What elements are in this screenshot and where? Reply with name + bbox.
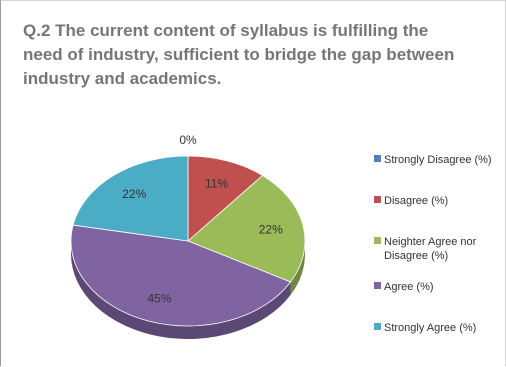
legend-label: Strongly Disagree (%) <box>384 154 492 166</box>
pie-slice-strongly-agree <box>72 155 189 242</box>
legend-label: Disagree (%) <box>384 195 449 207</box>
legend-swatch <box>374 155 381 162</box>
legend-swatch <box>374 237 381 244</box>
pie-side-neither <box>290 241 305 295</box>
legend-label: Agree (%) <box>384 281 434 293</box>
pie-slice-disagree <box>187 155 264 242</box>
legend-label: Neighter Agree nor Disagree (%) <box>384 236 477 262</box>
pie-slice-agree <box>70 224 292 327</box>
chart-title: Q.2 The current content of syllabus is f… <box>23 21 455 88</box>
pie-side-walls <box>71 241 305 339</box>
data-label-neither: 22% <box>259 223 283 237</box>
data-label-strongly-agree: 22% <box>122 187 146 201</box>
data-label-agree: 45% <box>147 292 171 306</box>
pie-side-agree <box>71 241 291 339</box>
legend-label: Strongly Agree (%) <box>384 322 477 334</box>
legend-swatch <box>374 196 381 203</box>
data-label-strongly-disagree: 0% <box>179 133 197 147</box>
data-label-disagree: 11% <box>205 176 228 190</box>
legend-swatch <box>374 323 381 330</box>
legend-swatch <box>374 282 381 289</box>
pie-slice-neither <box>187 175 306 283</box>
